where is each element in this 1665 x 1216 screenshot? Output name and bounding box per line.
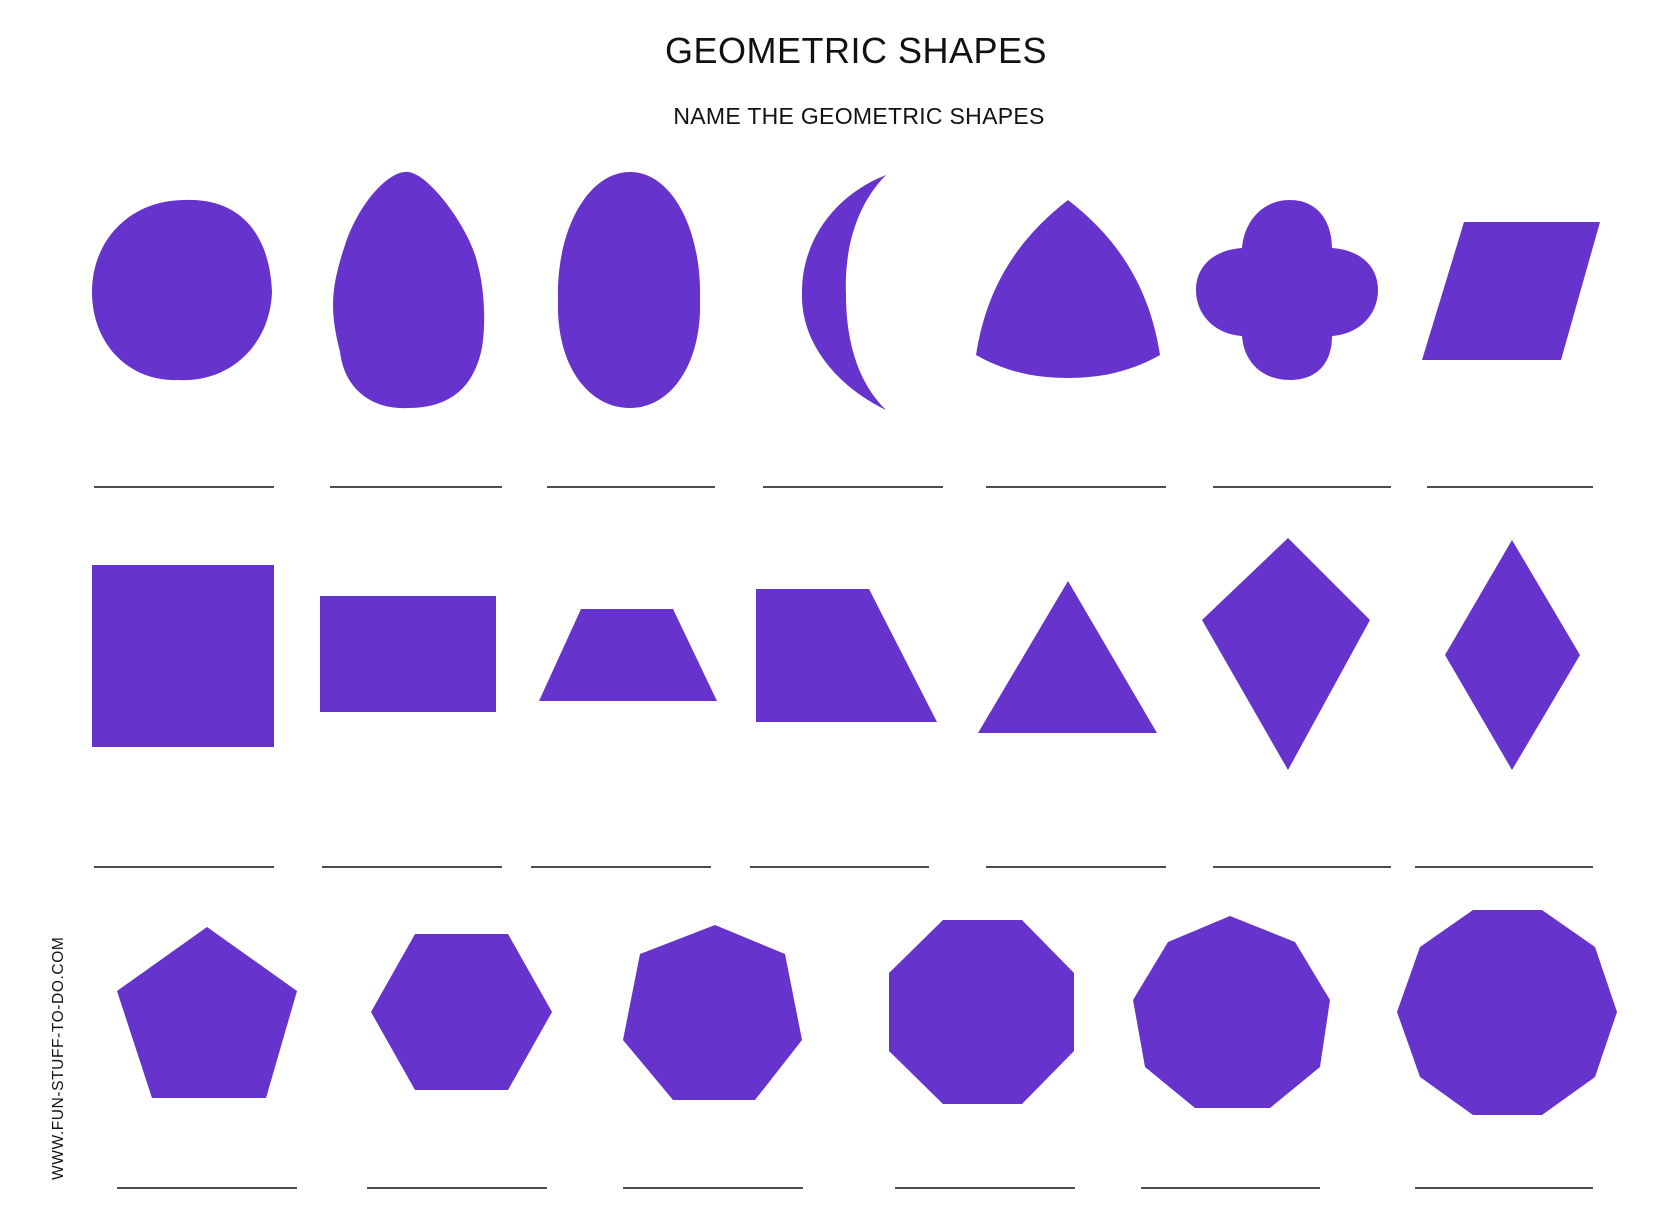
- shape-cell: [1422, 222, 1600, 488]
- triangle-icon: [978, 581, 1157, 733]
- shape-cell: [320, 596, 502, 868]
- shape-cell: [1415, 540, 1593, 868]
- egg-icon: [333, 171, 485, 409]
- oval-icon: [557, 172, 701, 408]
- hexagon-icon: [371, 934, 552, 1090]
- shape-cell: [1202, 538, 1391, 868]
- shape-cell: [976, 200, 1166, 488]
- rectangle-icon: [320, 596, 496, 712]
- trapezoid-icon: [539, 609, 717, 701]
- pentagon-icon: [117, 927, 297, 1098]
- shape-cell: [978, 581, 1166, 868]
- octagon-icon: [889, 920, 1074, 1104]
- right-trapezoid-icon: [756, 589, 937, 722]
- reuleaux-triangle-icon: [976, 200, 1160, 378]
- shape-cell: [330, 171, 502, 488]
- shape-cell: [623, 925, 803, 1189]
- page-title: GEOMETRIC SHAPES: [664, 30, 1048, 71]
- shape-cell: [547, 172, 715, 488]
- shape-cell: [92, 199, 274, 488]
- circle-icon: [92, 199, 272, 381]
- shape-cell: [750, 589, 937, 868]
- shape-cell: [889, 920, 1075, 1189]
- decagon-icon: [1397, 910, 1617, 1115]
- instructions: NAME THE GEOMETRIC SHAPES: [673, 103, 1045, 129]
- shape-cell: [1133, 916, 1330, 1189]
- rhombus-icon: [1445, 540, 1580, 770]
- nonagon-icon: [1133, 916, 1330, 1108]
- shape-cell: [531, 609, 717, 868]
- kite-icon: [1202, 538, 1370, 770]
- heptagon-icon: [623, 925, 802, 1100]
- shape-cell: [92, 565, 274, 868]
- square-icon: [92, 565, 274, 747]
- shape-cell: [117, 927, 297, 1189]
- shape-cell: [367, 934, 552, 1189]
- parallelogram-icon: [1422, 222, 1600, 360]
- shape-cell: [1196, 200, 1391, 488]
- shape-cell: [1397, 910, 1617, 1189]
- crescent-icon: [801, 175, 886, 410]
- shape-cell: [763, 175, 943, 488]
- quatrefoil-icon: [1196, 200, 1378, 380]
